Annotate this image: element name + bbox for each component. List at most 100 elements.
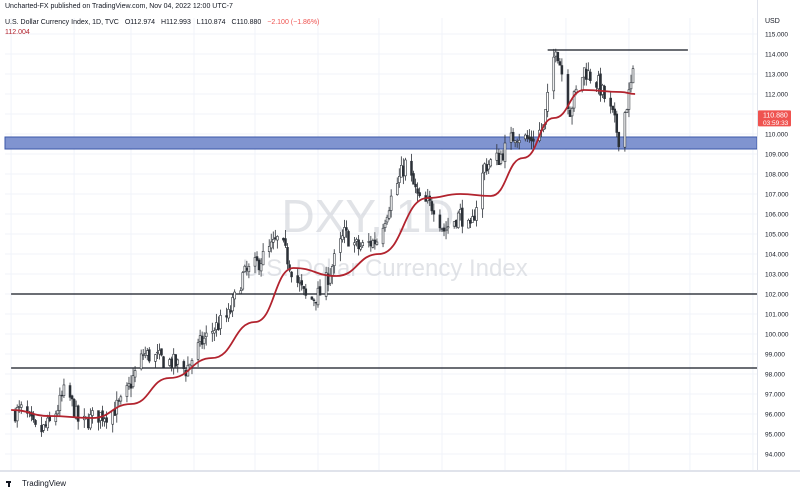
candle[interactable] <box>302 285 306 296</box>
candle[interactable] <box>296 269 299 288</box>
candle[interactable] <box>343 219 346 244</box>
candle[interactable] <box>272 231 275 250</box>
candle[interactable] <box>241 270 245 292</box>
candle[interactable] <box>489 158 493 168</box>
candle[interactable] <box>15 404 19 428</box>
candle[interactable] <box>332 249 336 274</box>
candle[interactable] <box>125 382 129 403</box>
candle[interactable] <box>398 168 401 188</box>
candle[interactable] <box>511 128 515 142</box>
candle[interactable] <box>461 199 464 234</box>
candle[interactable] <box>213 327 216 342</box>
candle[interactable] <box>54 410 58 426</box>
candle[interactable] <box>558 58 562 66</box>
candle[interactable] <box>316 281 320 308</box>
candle[interactable] <box>72 397 76 419</box>
candle[interactable] <box>233 289 236 308</box>
candle[interactable] <box>310 296 314 300</box>
candle[interactable] <box>259 258 263 277</box>
candle[interactable] <box>456 210 460 229</box>
candle[interactable] <box>227 303 230 322</box>
candle[interactable] <box>300 274 304 291</box>
candle[interactable] <box>487 160 490 175</box>
price-axis[interactable]: 94.000 95.000 96.000 97.000 98.000 99.000 100.… <box>765 31 789 458</box>
candles[interactable] <box>13 48 635 437</box>
candle[interactable] <box>552 48 556 100</box>
candle[interactable] <box>339 231 342 262</box>
candle[interactable] <box>572 90 576 112</box>
candle[interactable] <box>154 353 157 369</box>
candle[interactable] <box>629 74 633 93</box>
candle[interactable] <box>375 238 379 246</box>
candle[interactable] <box>613 102 616 123</box>
candle[interactable] <box>91 407 94 424</box>
candle[interactable] <box>174 354 177 369</box>
candle[interactable] <box>70 394 74 407</box>
candle[interactable] <box>345 220 348 238</box>
candle[interactable] <box>414 178 417 194</box>
candle[interactable] <box>556 51 560 64</box>
candle[interactable] <box>611 105 614 113</box>
candle[interactable] <box>62 378 66 398</box>
candle[interactable] <box>412 170 415 185</box>
candle[interactable] <box>312 298 316 307</box>
candle[interactable] <box>247 263 251 279</box>
candle[interactable] <box>467 218 470 229</box>
candle[interactable] <box>627 82 631 118</box>
candle[interactable] <box>631 65 635 84</box>
candle[interactable] <box>255 251 259 262</box>
candle[interactable] <box>359 242 362 252</box>
candle[interactable] <box>68 382 72 401</box>
candle[interactable] <box>404 157 407 181</box>
candle[interactable] <box>625 108 629 113</box>
candle[interactable] <box>119 394 123 405</box>
candle[interactable] <box>503 134 507 169</box>
candle[interactable] <box>269 233 273 253</box>
candle[interactable] <box>357 235 360 256</box>
candle[interactable] <box>89 408 92 431</box>
candle[interactable] <box>253 252 257 274</box>
candle[interactable] <box>381 223 385 248</box>
symbol-name[interactable]: U.S. Dollar Currency Index, 1D, TVC <box>5 19 119 26</box>
candle[interactable] <box>141 348 145 360</box>
candle[interactable] <box>615 110 619 138</box>
candle[interactable] <box>438 209 442 232</box>
candle[interactable] <box>570 106 574 125</box>
candle[interactable] <box>288 260 291 273</box>
candle[interactable] <box>131 367 135 389</box>
candle[interactable] <box>202 332 206 350</box>
candle[interactable] <box>162 355 165 368</box>
candle[interactable] <box>26 400 29 418</box>
moving-average-line[interactable] <box>11 89 636 419</box>
candle[interactable] <box>304 283 308 299</box>
candle[interactable] <box>231 294 234 318</box>
candle[interactable] <box>347 229 350 247</box>
candle[interactable] <box>261 243 265 266</box>
candle[interactable] <box>286 243 289 270</box>
candle[interactable] <box>617 131 621 152</box>
candle[interactable] <box>383 219 387 232</box>
candle[interactable] <box>219 309 222 336</box>
candle[interactable] <box>589 68 592 84</box>
candle[interactable] <box>46 414 49 431</box>
candle[interactable] <box>229 305 232 315</box>
candle[interactable] <box>188 363 192 367</box>
candle[interactable] <box>517 133 521 150</box>
candle[interactable] <box>42 424 45 433</box>
candle[interactable] <box>284 230 287 248</box>
candle[interactable] <box>418 187 421 198</box>
candle[interactable] <box>623 111 627 152</box>
candle[interactable] <box>139 349 143 371</box>
candle[interactable] <box>416 182 419 203</box>
candle[interactable] <box>341 229 344 243</box>
candle[interactable] <box>160 348 163 357</box>
candle[interactable] <box>609 92 612 114</box>
candle[interactable] <box>176 358 180 373</box>
candle[interactable] <box>546 83 549 118</box>
candle[interactable] <box>148 347 151 364</box>
candle[interactable] <box>475 200 478 227</box>
candle[interactable] <box>603 84 606 103</box>
candle[interactable] <box>599 67 602 102</box>
candle[interactable] <box>204 325 208 346</box>
